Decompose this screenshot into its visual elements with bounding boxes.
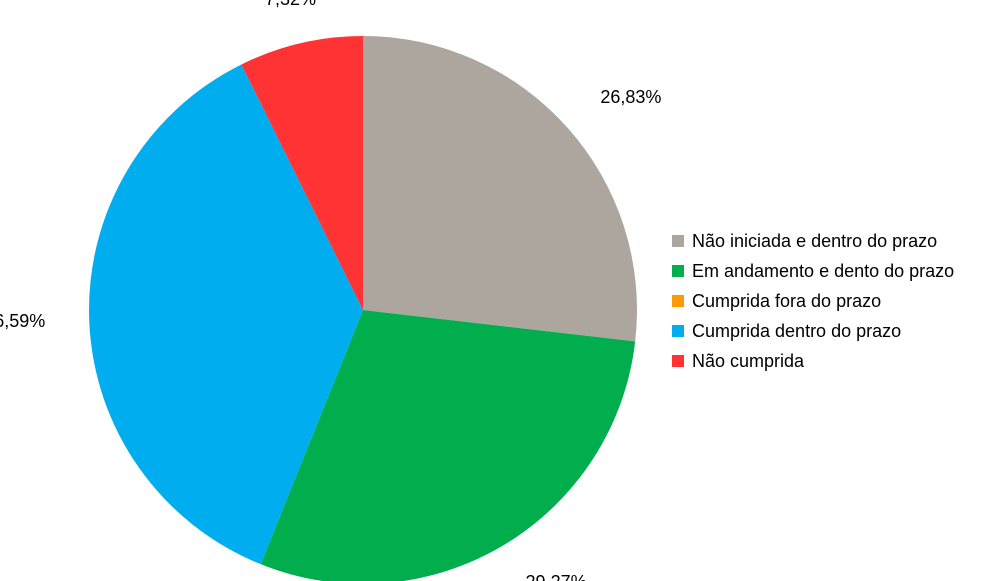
legend-label: Cumprida fora do prazo xyxy=(692,290,882,311)
slice-value-label: 7,32% xyxy=(265,0,316,9)
legend-swatch xyxy=(672,235,684,247)
legend-swatch xyxy=(672,325,684,337)
legend-item-cumprida-dentro-do-prazo: Cumprida dentro do prazo xyxy=(672,316,954,346)
legend-item-cumprida-fora-do-prazo: Cumprida fora do prazo xyxy=(672,286,954,316)
pie-slice-em-andamento-e-dento-do-prazo xyxy=(260,310,636,581)
legend-label: Cumprida dentro do prazo xyxy=(692,320,902,341)
legend-swatch xyxy=(672,265,684,277)
pie-slice-cumprida-dentro-do-prazo xyxy=(89,64,364,565)
pie-slice-nao-iniciada-e-dentro-do-prazo xyxy=(363,36,637,342)
legend-item-em-andamento-e-dento-do-prazo: Em andamento e dento do prazo xyxy=(672,256,954,286)
legend-swatch xyxy=(672,355,684,367)
legend-swatch xyxy=(672,295,684,307)
legend-item-nao-cumprida: Não cumprida xyxy=(672,346,954,376)
pie-slices xyxy=(89,36,637,581)
slice-value-label: 36,59% xyxy=(0,311,45,331)
chart-legend: Não iniciada e dentro do prazo Em andamen… xyxy=(672,226,954,376)
legend-item-nao-iniciada-e-dentro-do-prazo: Não iniciada e dentro do prazo xyxy=(672,226,954,256)
pie-labels: 26,83% 29,27% 36,59% 7,32% xyxy=(0,0,661,581)
slice-value-label: 26,83% xyxy=(600,87,661,107)
slice-value-label: 29,27% xyxy=(526,572,587,581)
legend-label: Não iniciada e dentro do prazo xyxy=(692,230,938,251)
pie-slice-nao-cumprida xyxy=(241,36,363,310)
legend-label: Em andamento e dento do prazo xyxy=(692,260,955,281)
legend-label: Não cumprida xyxy=(692,350,805,371)
